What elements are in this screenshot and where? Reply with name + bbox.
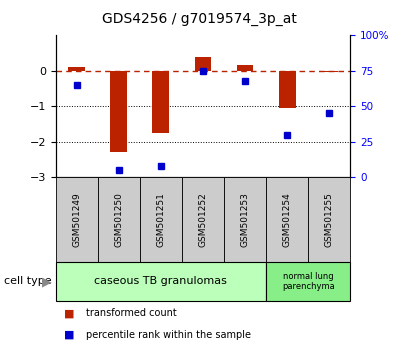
Bar (140, 177, 182, 262)
Text: percentile rank within the sample: percentile rank within the sample (86, 330, 251, 339)
Bar (98, 177, 140, 262)
Text: caseous TB granulomas: caseous TB granulomas (94, 276, 227, 286)
Text: GSM501255: GSM501255 (325, 192, 334, 247)
Text: ■: ■ (64, 308, 74, 318)
Text: GSM501252: GSM501252 (199, 192, 207, 247)
Text: GSM501250: GSM501250 (114, 192, 123, 247)
Text: normal lung
parenchyma: normal lung parenchyma (282, 272, 335, 291)
Text: GDS4256 / g7019574_3p_at: GDS4256 / g7019574_3p_at (101, 12, 297, 27)
Text: GSM501249: GSM501249 (72, 192, 81, 247)
Text: GSM501251: GSM501251 (156, 192, 166, 247)
Text: ▶: ▶ (42, 275, 52, 288)
Bar (224, 177, 266, 262)
Text: transformed count: transformed count (86, 308, 176, 318)
Bar (279, 71, 296, 108)
Bar (195, 57, 211, 71)
Text: cell type: cell type (4, 276, 52, 286)
Bar (56, 177, 98, 262)
Bar (266, 262, 350, 301)
Text: GSM501253: GSM501253 (240, 192, 250, 247)
Bar (110, 71, 127, 152)
Bar (68, 67, 85, 71)
Bar (182, 177, 224, 262)
Text: GSM501254: GSM501254 (283, 192, 292, 247)
Bar (56, 262, 266, 301)
Bar (308, 177, 350, 262)
Bar (152, 71, 169, 133)
Bar (237, 65, 254, 71)
Bar (321, 71, 338, 72)
Bar (266, 177, 308, 262)
Text: ■: ■ (64, 330, 74, 339)
